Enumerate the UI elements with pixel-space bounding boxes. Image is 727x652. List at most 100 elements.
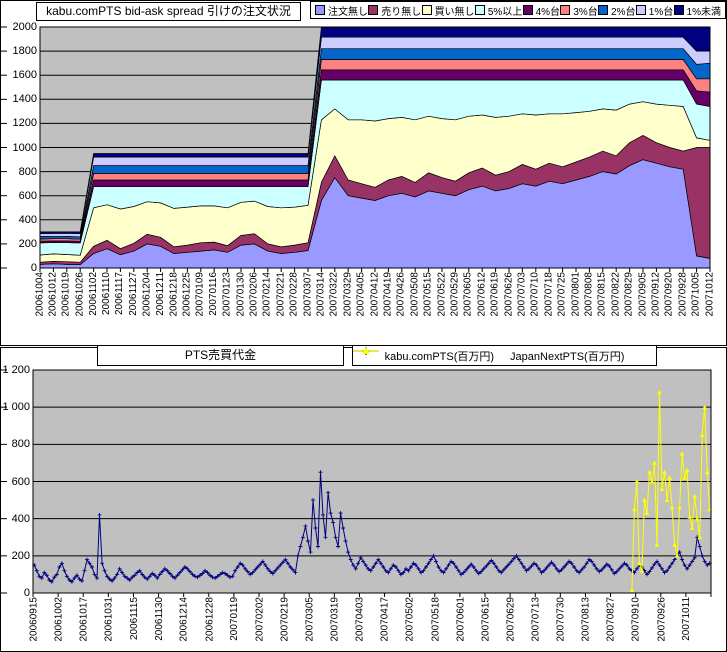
x-axis-label: 20061017 — [78, 597, 90, 642]
x-axis-label: 20070801 — [570, 272, 581, 317]
y-axis-label: 400 — [11, 512, 30, 525]
x-axis-label: 20070206 — [248, 272, 260, 317]
x-axis-label: 20061117 — [114, 272, 126, 316]
x-axis-label: 20070228 — [288, 272, 300, 317]
legend-swatch — [673, 5, 684, 15]
y-axis-label: 200 — [11, 549, 30, 562]
x-axis-label: 20070912 — [650, 272, 662, 317]
x-axis-label: 20070202 — [254, 597, 266, 642]
y-axis-label: 1200 — [12, 117, 37, 130]
x-axis-label: 20070518 — [430, 597, 442, 642]
x-axis-label: 20070629 — [505, 597, 517, 642]
x-axis-label: 20070221 — [275, 272, 287, 317]
x-axis-label: 20070626 — [503, 272, 514, 317]
x-axis-label: 20070815 — [596, 272, 608, 317]
y-axis-label: 600 — [11, 475, 30, 488]
x-axis-label: 20070730 — [555, 597, 567, 642]
x-axis-label: 20070601 — [455, 597, 467, 642]
legend-label: 5%以上 — [487, 6, 523, 18]
markers-series-0 — [32, 470, 712, 584]
y-axis-label: 1400 — [12, 93, 37, 106]
x-axis-label: 20061102 — [87, 272, 99, 316]
x-axis-label: 20070928 — [677, 272, 689, 317]
x-axis-label: 20070502 — [404, 597, 416, 642]
x-axis-label: 20070703 — [516, 272, 528, 317]
legend-label: 注文無し — [328, 6, 368, 18]
x-axis-label: 20061218 — [168, 272, 179, 317]
x-axis-label: 20070405 — [355, 272, 367, 317]
y-axis-label: 600 — [18, 189, 37, 202]
bottom-chart-legend: kabu.comPTS(百万円) JapanNextPTS(百万円) — [352, 345, 657, 366]
y-axis-label: 0 — [23, 587, 30, 599]
x-axis-label: 20070926 — [656, 597, 668, 642]
x-axis-label: 20070829 — [623, 272, 635, 317]
y-axis-label: 800 — [11, 438, 30, 451]
y-axis-label: 1600 — [12, 69, 37, 82]
x-axis-label: 20070305 — [304, 597, 316, 642]
x-axis-label: 20061012 — [47, 272, 59, 317]
x-axis-label: 20070619 — [489, 272, 501, 317]
legend-swatch — [474, 5, 485, 15]
x-axis-label: 20070515 — [422, 272, 434, 317]
y-axis-label: 2000 — [12, 21, 37, 33]
x-axis-label: 20070905 — [637, 272, 648, 317]
x-axis-label: 20070403 — [354, 597, 366, 642]
x-axis-label: 20061228 — [204, 597, 216, 642]
x-axis-label: 20070910 — [630, 597, 642, 642]
legend-swatch — [315, 5, 325, 15]
y-axis-label: 200 — [18, 237, 37, 250]
x-axis-label: 20070822 — [610, 272, 622, 317]
x-axis-label: 20061110 — [101, 272, 112, 316]
bottom-chart-title: PTS売買代金 — [97, 345, 344, 366]
x-axis-label: 20061031 — [103, 597, 115, 642]
x-axis-label: 20060915 — [28, 597, 40, 642]
x-axis-label: 20070109 — [194, 272, 206, 317]
legend-item: 売り無し — [368, 3, 421, 18]
bottom-chart-canvas — [1, 369, 713, 597]
x-axis-label: 20061019 — [60, 272, 72, 317]
x-axis-label: 20071005 — [690, 272, 702, 317]
legend-swatch — [598, 5, 609, 15]
x-axis-label: 20061130 — [153, 597, 165, 641]
y-axis-label: 400 — [18, 213, 37, 226]
legend-label: JapanNextPTS(百万円) — [510, 350, 625, 363]
x-axis-label: 20070219 — [279, 597, 291, 642]
x-axis-label: 20071012 — [704, 272, 715, 317]
x-axis-label: 20070419 — [382, 272, 394, 317]
legend-line-sample — [353, 347, 379, 354]
x-axis-label: 20061004 — [34, 272, 45, 317]
x-axis-label: 20070307 — [302, 272, 313, 317]
x-axis-label: 20070119 — [229, 597, 241, 641]
x-axis-label: 20061211 — [154, 272, 166, 316]
x-axis-label: 20070116 — [208, 272, 220, 316]
legend-item: 買い無し — [421, 3, 475, 18]
legend-label: 2%台 — [611, 6, 636, 18]
x-axis-label: 20061225 — [181, 272, 193, 317]
plot-border — [32, 369, 712, 594]
x-axis-label: 20070725 — [556, 272, 568, 317]
x-axis-label: 20070522 — [436, 272, 447, 317]
y-axis-label: 1 200 — [2, 364, 30, 376]
x-axis-label: 20061002 — [53, 597, 65, 642]
line-series-1 — [631, 392, 711, 591]
x-axis-label: 20070710 — [529, 272, 541, 317]
x-axis-label: 20061127 — [127, 272, 139, 316]
x-axis-label: 20070813 — [580, 597, 592, 642]
legend-item: 5%以上 — [474, 3, 523, 18]
top-chart-title: kabu.comPTS bid-ask spread 引けの注文状況 — [36, 2, 301, 21]
x-axis-label: 20070314 — [315, 272, 327, 317]
legend-item: 3%台 — [560, 3, 598, 18]
legend-item: 1%未満 — [673, 3, 721, 18]
x-axis-label: 20070319 — [329, 597, 341, 642]
y-axis-label: 0 — [30, 262, 37, 274]
top-chart-canvas — [1, 26, 711, 272]
legend-label: 4%台 — [535, 6, 561, 18]
legend-swatch — [560, 5, 571, 15]
x-axis-label: 20070417 — [379, 597, 391, 642]
y-axis-label: 1 000 — [2, 401, 30, 414]
legend-label: 買い無し — [434, 6, 475, 18]
legend-item: 注文無し — [315, 3, 368, 18]
bottom-chart: PTS売買代金 kabu.comPTS(百万円) JapanNextPTS(百万円… — [0, 345, 727, 652]
y-axis-label: 1000 — [12, 141, 37, 154]
